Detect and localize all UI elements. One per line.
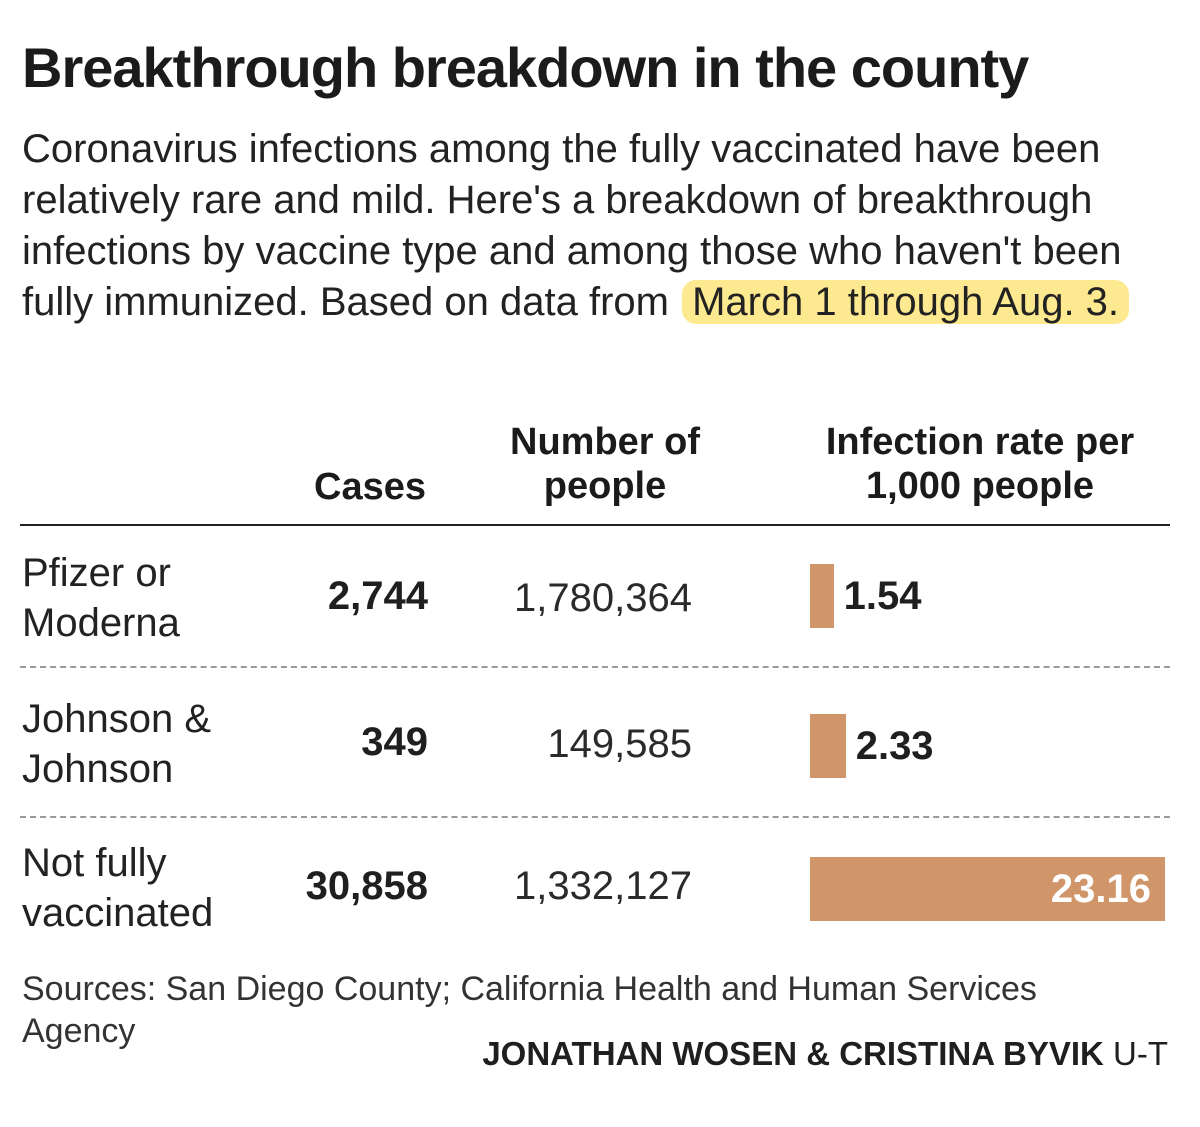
- header-people-line1: Number of: [510, 421, 700, 463]
- row-divider: [20, 666, 1170, 668]
- source-note: Sources: San Diego County; California He…: [22, 970, 1037, 1050]
- date-range-highlight: March 1 through Aug. 3.: [682, 280, 1130, 324]
- header-rule: [20, 524, 1170, 526]
- row-cases: 2,744: [327, 574, 428, 618]
- rate-bar: [810, 857, 1165, 921]
- row-label-line2: Johnson: [22, 747, 174, 791]
- row-label: Not fully vaccinated: [22, 838, 213, 938]
- intro-body: Coronavirus infections among the fully v…: [22, 127, 1122, 324]
- row-label-line1: Pfizer or: [22, 551, 171, 595]
- header-rate-line1: Infection rate per: [825, 421, 1135, 463]
- intro-text: Coronavirus infections among the fully v…: [22, 124, 1182, 328]
- row-label-line1: Johnson &: [22, 697, 212, 741]
- row-cases: 30,858: [305, 864, 428, 908]
- row-cases: 349: [361, 720, 428, 764]
- header-rate: Infection rate per 1,000 people: [790, 420, 1170, 508]
- rate-label: 23.16: [1050, 867, 1151, 911]
- byline: JONATHAN WOSEN & CRISTINA BYVIK U-T: [482, 1034, 1168, 1074]
- row-label: Johnson & Johnson: [22, 694, 211, 794]
- row-people: 1,780,364: [514, 576, 692, 620]
- chart-title: Breakthrough breakdown in the county: [22, 36, 1029, 99]
- rate-label: 2.33: [855, 724, 934, 768]
- byline-names: JONATHAN WOSEN & CRISTINA BYVIK: [482, 1035, 1104, 1072]
- row-label-line2: Moderna: [22, 601, 180, 645]
- rate-bar: [810, 564, 834, 628]
- row-label-line2: vaccinated: [22, 891, 214, 935]
- row-label: Pfizer or Moderna: [22, 548, 180, 648]
- byline-outlet: U-T: [1113, 1035, 1168, 1072]
- header-people-line2: people: [543, 465, 667, 507]
- row-people: 149,585: [547, 722, 692, 766]
- header-people: Number of people: [480, 420, 730, 508]
- header-cases: Cases: [314, 466, 426, 508]
- rate-label: 1.54: [843, 574, 922, 618]
- rate-bar: [810, 714, 846, 778]
- row-people: 1,332,127: [514, 864, 692, 908]
- row-label-line1: Not fully: [22, 841, 167, 885]
- header-rate-line2: 1,000 people: [865, 465, 1095, 507]
- row-divider: [20, 816, 1170, 818]
